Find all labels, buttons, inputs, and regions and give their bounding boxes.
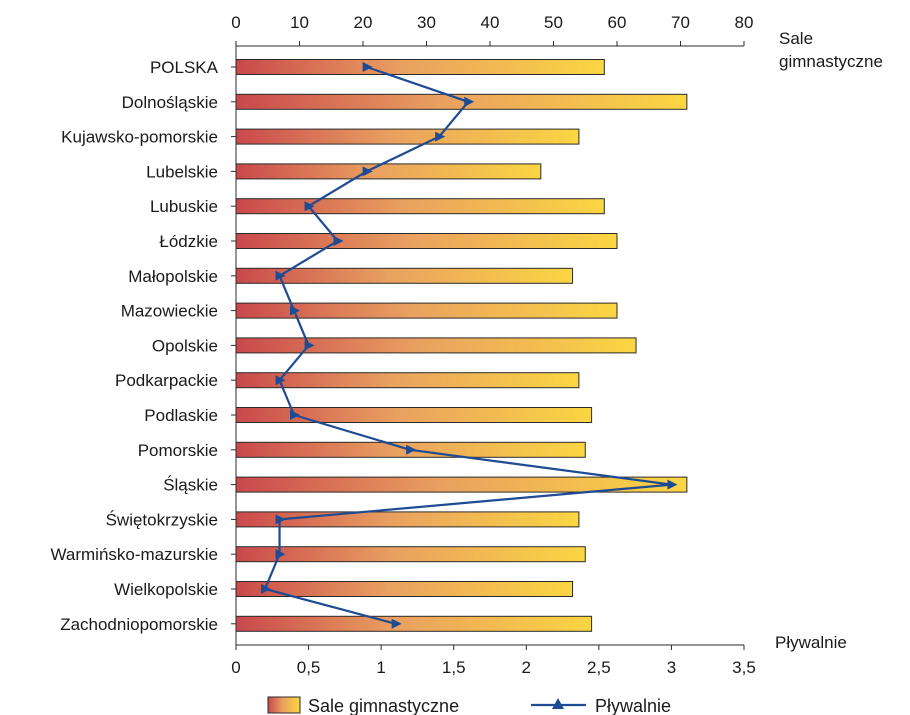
- bar: [235, 93, 688, 110]
- bar: [235, 128, 580, 145]
- line-series: [261, 62, 678, 629]
- line-point: [304, 340, 315, 351]
- bar: [235, 163, 542, 180]
- top-axis-title-line-1: Sale: [779, 29, 813, 48]
- bottom-axis-title: Pływalnie: [775, 633, 847, 652]
- category-label: Podkarpackie: [115, 371, 218, 390]
- category-label: Lubuskie: [150, 197, 218, 216]
- bar: [235, 337, 637, 354]
- category-label: Podlaskie: [144, 406, 218, 425]
- top-tick-label: 50: [544, 13, 563, 32]
- bar: [235, 581, 574, 597]
- category-label: Zachodniopomorskie: [60, 615, 218, 634]
- bottom-tick-label: 2: [522, 658, 531, 677]
- category-label: Lubelskie: [146, 162, 218, 181]
- line-point: [435, 131, 446, 142]
- legend-line-label: Pływalnie: [595, 696, 671, 715]
- line-point: [275, 549, 286, 560]
- top-tick-label: 20: [354, 13, 373, 32]
- category-label: Warmińsko-mazurskie: [50, 545, 218, 564]
- top-tick-label: 30: [417, 13, 436, 32]
- bar: [235, 407, 593, 423]
- legend: Sale gimnastyczne Pływalnie: [267, 696, 671, 715]
- top-tick-label: 70: [671, 13, 690, 32]
- bar: [235, 546, 586, 563]
- top-tick-label: 10: [290, 13, 309, 32]
- line-point: [261, 584, 272, 594]
- category-labels: POLSKA Dolnośląskie Kujawsko-pomorskie Lube…: [50, 58, 218, 634]
- category-label: Kujawsko-pomorskie: [61, 128, 218, 147]
- line-point: [275, 514, 286, 525]
- category-label: POLSKA: [150, 58, 219, 77]
- bar: [235, 615, 593, 632]
- line-point: [406, 444, 417, 455]
- line-point: [333, 236, 344, 246]
- category-label: Opolskie: [152, 336, 218, 355]
- axis-titles: Sale gimnastyczne Pływalnie: [775, 29, 883, 652]
- bar: [235, 233, 618, 249]
- bar: [235, 476, 688, 493]
- line-point: [667, 479, 678, 490]
- axes: 0 10 20 30 40 50 60 70 80 0 0,5 1 1,5 2 2,5 3 3,5: [231, 13, 756, 677]
- line-point: [275, 375, 286, 386]
- category-label: Śląskie: [163, 476, 218, 495]
- bar: [235, 302, 618, 319]
- line-point: [362, 62, 373, 72]
- legend-bar-swatch: [267, 696, 301, 714]
- category-label: Wielkopolskie: [114, 580, 218, 599]
- bottom-tick-label: 2,5: [587, 658, 611, 677]
- bottom-tick-label: 3,5: [732, 658, 756, 677]
- bar: [235, 267, 574, 284]
- line-point: [362, 166, 373, 177]
- category-label: Mazowieckie: [121, 302, 218, 321]
- bottom-tick-label: 0: [231, 658, 240, 677]
- category-label: Pomorskie: [138, 441, 218, 460]
- line-point: [290, 305, 301, 316]
- line-point: [290, 410, 301, 420]
- top-tick-label: 60: [608, 13, 627, 32]
- bars-series: [235, 59, 688, 632]
- line-point: [275, 270, 286, 281]
- bottom-tick-label: 1: [376, 658, 385, 677]
- bottom-tick-label: 1,5: [442, 658, 466, 677]
- line-point: [304, 201, 315, 212]
- legend-bar-label: Sale gimnastyczne: [308, 696, 459, 715]
- top-axis-title-line-2: gimnastyczne: [779, 52, 883, 71]
- category-label: Łódzkie: [159, 232, 218, 251]
- top-tick-label: 0: [231, 13, 240, 32]
- bottom-tick-label: 3: [667, 658, 676, 677]
- legend-line-marker: [552, 698, 564, 709]
- top-tick-label: 80: [735, 13, 754, 32]
- bar: [235, 372, 580, 389]
- top-tick-label: 40: [481, 13, 500, 32]
- category-label: Dolnośląskie: [122, 93, 218, 112]
- bottom-tick-label: 0,5: [297, 658, 321, 677]
- bar: [235, 198, 605, 215]
- line-point: [464, 96, 475, 107]
- category-label: Małopolskie: [128, 267, 218, 286]
- line-point: [391, 618, 402, 629]
- category-label: Świętokrzyskie: [106, 510, 218, 529]
- bar: [235, 59, 605, 75]
